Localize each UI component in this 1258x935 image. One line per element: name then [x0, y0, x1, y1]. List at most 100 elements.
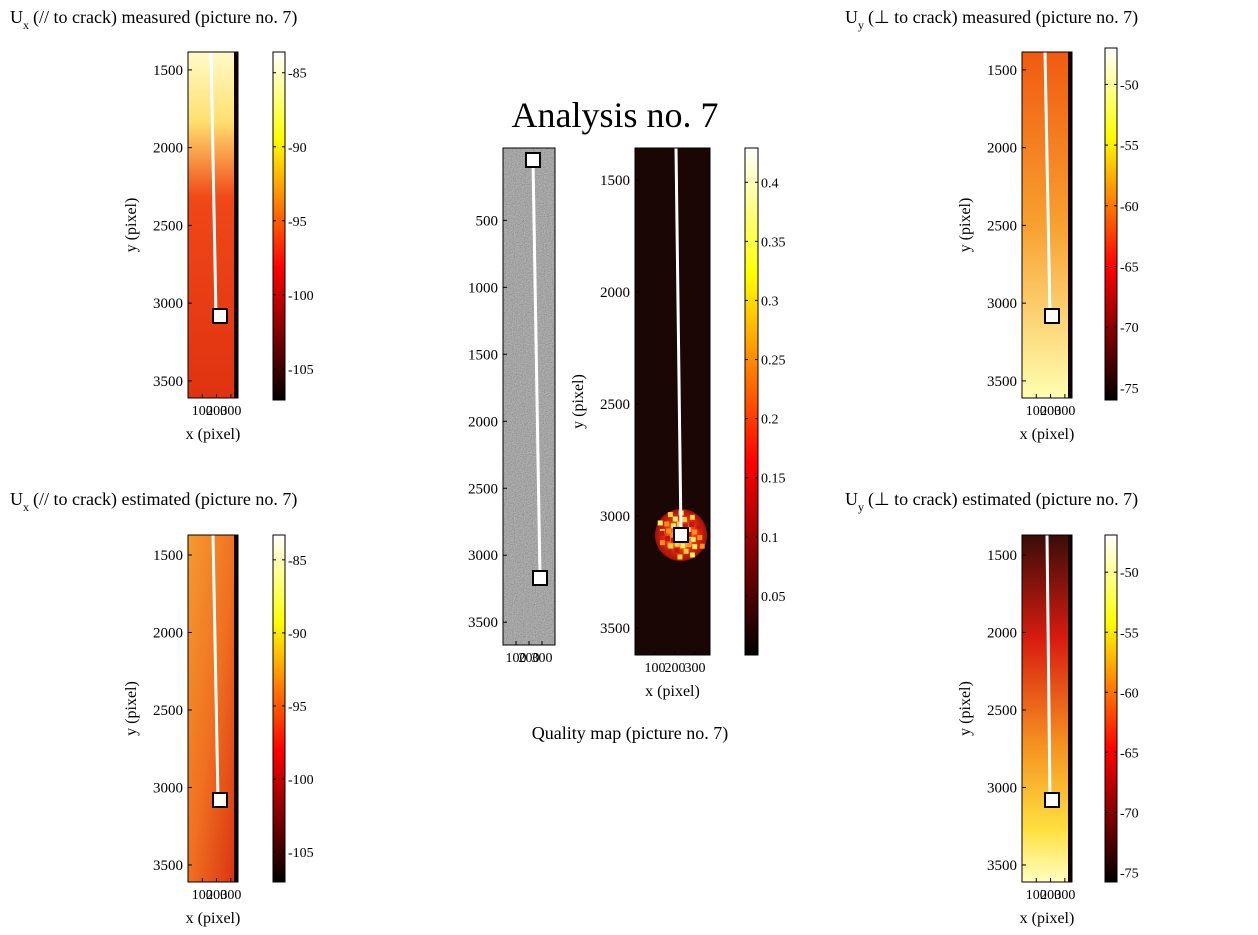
x-tick-label: 200	[206, 404, 227, 419]
quality-cell	[682, 523, 688, 529]
x-axis-label: x (pixel)	[1020, 910, 1075, 927]
y-tick-label: 2500	[468, 481, 498, 497]
colorbar-tick-label: 0.3	[761, 294, 779, 309]
y-tick-label: 1500	[600, 173, 630, 189]
panel-title: Ux (// to crack) estimated (picture no. 7…	[10, 489, 297, 514]
crack-tip-marker	[1044, 308, 1060, 324]
colorbar-tick-label: -60	[1120, 686, 1139, 701]
y-tick-label: 3500	[153, 858, 183, 874]
y-axis-label: y (pixel)	[123, 198, 140, 253]
quality-cell	[689, 552, 695, 558]
quality-cell	[686, 541, 692, 547]
y-tick-label: 2000	[600, 285, 630, 301]
x-tick-label: 200	[519, 651, 540, 666]
colorbar-tick-label: -85	[288, 554, 307, 569]
y-tick-label: 3000	[600, 509, 630, 525]
crack-tip-marker	[212, 792, 228, 808]
quality-cell	[677, 554, 683, 560]
colorbar-tick-label: -70	[1120, 321, 1139, 336]
panel-title: Uy (⊥ to crack) measured (picture no. 7)	[845, 7, 1138, 32]
panel-title: Uy (⊥ to crack) estimated (picture no. 7)	[845, 489, 1138, 514]
axes-box	[187, 534, 239, 883]
quality-cell	[692, 529, 698, 535]
title-text: (// to crack) estimated (picture no. 7)	[33, 489, 297, 510]
colorbar-tick-label: -95	[288, 215, 307, 230]
quality-cell	[667, 512, 673, 518]
colorbar-tick-label: -50	[1120, 78, 1139, 93]
quality-cell	[666, 549, 672, 555]
title-subscript: x	[23, 18, 29, 32]
x-tick-label: 300	[685, 661, 706, 676]
quality-cell	[680, 543, 686, 549]
x-tick-label: 300	[1054, 404, 1075, 419]
quality-cell	[672, 516, 678, 522]
title-symbol: U	[10, 7, 23, 27]
quality-cell	[697, 535, 703, 541]
y-axis-label: y (pixel)	[957, 198, 974, 253]
quality-cell	[689, 521, 695, 527]
quality-cell	[699, 543, 705, 549]
image-field	[635, 148, 710, 655]
x-axis-label: x (pixel)	[645, 683, 700, 700]
crack-tip-marker	[532, 570, 548, 586]
y-axis-label: y (pixel)	[123, 681, 140, 736]
y-tick-label: 2000	[987, 625, 1017, 641]
x-tick-label: 100	[1026, 888, 1047, 903]
quality-cell	[660, 540, 666, 546]
y-tick-label: 2000	[468, 414, 498, 430]
crack-line	[674, 147, 683, 536]
panel-caption: Quality map (picture no. 7)	[532, 723, 728, 744]
edge-strip	[234, 52, 238, 398]
colorbar-tick-label: -65	[1120, 746, 1139, 761]
colorbar-tick-label: -85	[288, 67, 307, 82]
panel-title: Ux (// to crack) measured (picture no. 7)	[10, 7, 297, 32]
x-tick-label: 300	[220, 888, 241, 903]
y-tick-label: 2500	[987, 218, 1017, 234]
y-tick-label: 2500	[600, 397, 630, 413]
colorbar	[1104, 47, 1118, 401]
y-tick-label: 2500	[153, 218, 183, 234]
y-tick-label: 1000	[468, 280, 498, 296]
x-tick-label: 100	[506, 651, 527, 666]
crack-line	[209, 51, 218, 317]
x-axis-label: x (pixel)	[186, 426, 241, 443]
title-text: (⊥ to crack) measured (picture no. 7)	[868, 7, 1138, 28]
colorbar-tick-label: -65	[1120, 260, 1139, 275]
quality-cell	[690, 536, 696, 542]
y-tick-label: 3500	[153, 374, 183, 390]
y-tick-label: 3000	[468, 548, 498, 564]
y-tick-label: 1500	[468, 347, 498, 363]
quality-cell	[664, 536, 670, 542]
quality-cell	[682, 516, 688, 522]
x-tick-label: 200	[1040, 404, 1061, 419]
y-tick-label: 3500	[468, 615, 498, 631]
crack-line	[531, 159, 542, 579]
x-axis-label: x (pixel)	[186, 910, 241, 927]
crack-tip-marker	[1044, 792, 1060, 808]
quality-cell	[692, 544, 698, 550]
edge-strip	[1068, 535, 1072, 882]
y-tick-label: 2000	[987, 141, 1017, 157]
crack-tip-marker	[673, 527, 689, 543]
colorbar-tick-label: -95	[288, 700, 307, 715]
colorbar	[744, 147, 759, 656]
y-tick-label: 1500	[987, 548, 1017, 564]
axes-box	[634, 147, 711, 656]
quality-cell	[683, 548, 689, 554]
x-tick-label: 100	[192, 404, 213, 419]
quality-cell	[668, 543, 674, 549]
colorbar-tick-label: -70	[1120, 806, 1139, 821]
colorbar-tick-label: -55	[1120, 626, 1139, 641]
y-tick-label: 1500	[987, 63, 1017, 79]
y-tick-label: 1500	[153, 63, 183, 79]
colorbar	[1104, 534, 1118, 883]
title-text: (⊥ to crack) estimated (picture no. 7)	[868, 489, 1138, 510]
colorbar-tick-label: -75	[1120, 866, 1139, 881]
y-tick-label: 3000	[987, 296, 1017, 312]
colorbar-tick-label: -105	[288, 363, 314, 378]
quality-cell	[670, 523, 676, 529]
y-axis-label: y (pixel)	[570, 374, 587, 429]
y-tick-label: 3500	[987, 374, 1017, 390]
y-tick-label: 2500	[987, 703, 1017, 719]
